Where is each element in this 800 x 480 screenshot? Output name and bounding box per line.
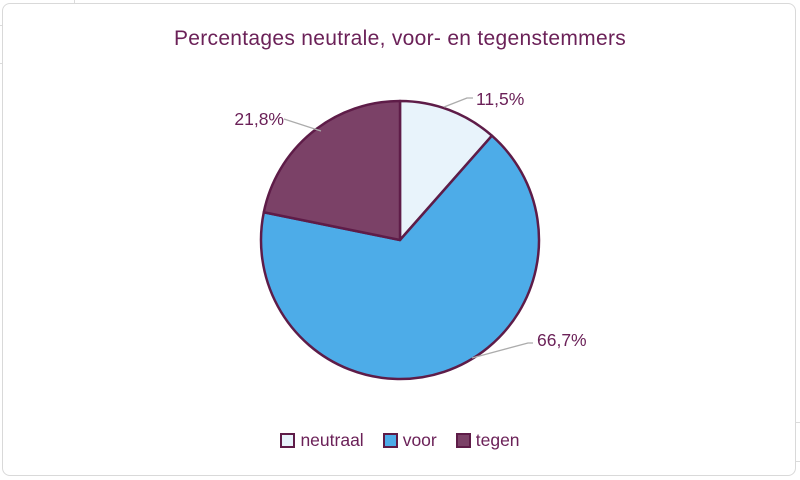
legend-label-voor: voor (402, 430, 437, 450)
spreadsheet-gridline-stub (796, 461, 800, 462)
legend: neutraal voor tegen (0, 430, 800, 451)
legend-item-tegen[interactable]: tegen (455, 430, 520, 451)
legend-item-neutraal[interactable]: neutraal (280, 430, 364, 451)
leader-line-neutraal (443, 97, 473, 108)
legend-label-neutraal: neutraal (300, 430, 364, 450)
pie-slice-tegen[interactable] (262, 99, 402, 242)
spreadsheet-gridline-stub (74, 0, 75, 3)
legend-swatch-neutraal (280, 433, 296, 448)
leader-line-voor (471, 342, 533, 359)
legend-swatch-tegen (455, 433, 471, 448)
spreadsheet-gridline-stub (0, 63, 2, 64)
pie-slice-voor[interactable] (259, 134, 541, 381)
data-label-neutraal[interactable]: 11,5% (476, 89, 525, 109)
data-label-voor[interactable]: 66,7% (537, 330, 587, 350)
legend-label-tegen: tegen (475, 430, 520, 450)
data-label-tegen[interactable]: 21,8% (234, 109, 284, 129)
chart-title[interactable]: Percentages neutrale, voor- en tegenstem… (173, 27, 627, 50)
pie-slice-neutraal[interactable] (398, 99, 494, 242)
legend-item-voor[interactable]: voor (382, 430, 437, 451)
leader-line-tegen (283, 118, 322, 132)
spreadsheet-gridline-stub (796, 422, 800, 423)
legend-swatch-voor (382, 433, 398, 448)
spreadsheet-gridline-stub (0, 25, 2, 26)
